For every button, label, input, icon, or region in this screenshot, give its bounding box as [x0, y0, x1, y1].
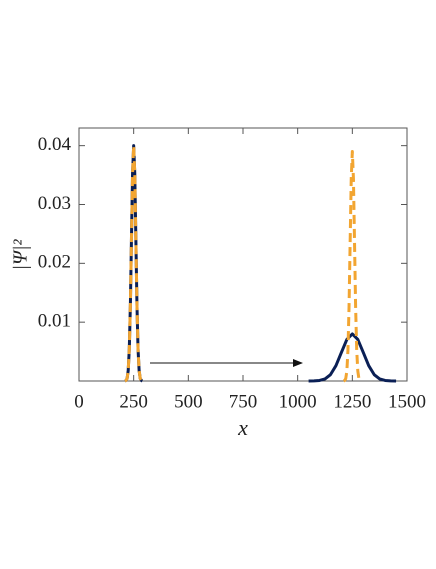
x-tick-label: 250: [119, 391, 148, 412]
y-tick-label: 0.03: [38, 193, 71, 214]
x-tick-label: 0: [74, 391, 84, 412]
x-tick-label: 1500: [388, 391, 426, 412]
y-tick-label: 0.01: [38, 311, 71, 332]
x-tick-label: 500: [174, 391, 203, 412]
dashed-line: [124, 144, 144, 383]
y-tick-label: 0.02: [38, 252, 71, 273]
x-tick-label: 750: [229, 391, 258, 412]
x-axis-label: x: [237, 415, 248, 440]
dashed-line: [342, 150, 362, 383]
y-axis-label: |Ψ|²: [10, 238, 32, 270]
x-tick-label: 1250: [333, 391, 371, 412]
y-tick-label: 0.04: [38, 134, 72, 155]
solid-line: [308, 332, 397, 383]
x-tick-label: 1000: [279, 391, 317, 412]
